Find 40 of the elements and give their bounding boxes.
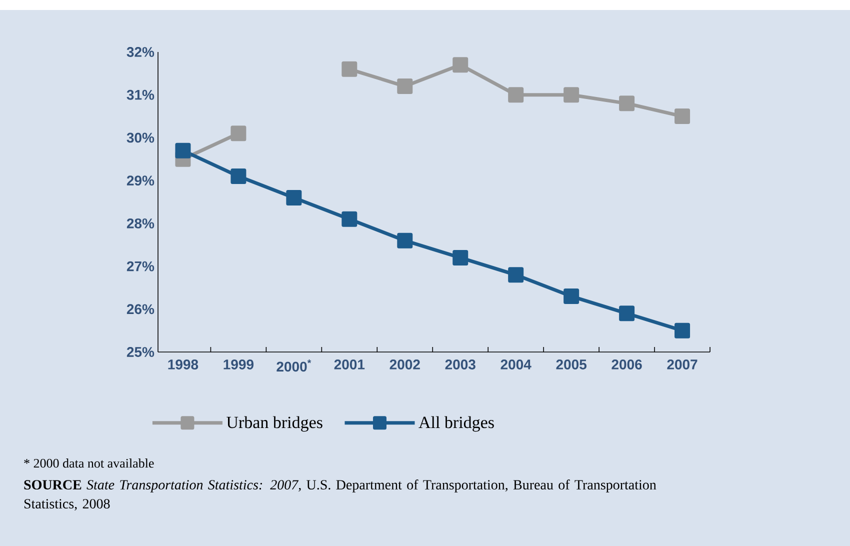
y-tick-label: 26%	[126, 304, 154, 314]
x-tick-label: 2006	[612, 360, 642, 370]
point	[286, 190, 302, 206]
point	[175, 142, 191, 158]
x-tick-label: 2001	[334, 360, 365, 370]
point	[564, 288, 580, 304]
y-tick-label: 32%	[126, 47, 154, 57]
point	[230, 126, 246, 142]
point	[452, 57, 468, 73]
point	[342, 211, 358, 227]
x-tick-label: 1999	[224, 360, 254, 370]
point	[508, 267, 524, 283]
text: SOURCE State Transportation Statistics: 2007, U.S. Department of Transportation, Bureau of Transportation Statistics, 2008	[24, 480, 656, 511]
y-tick-label: 29%	[126, 176, 154, 186]
y-tick-label: 28%	[126, 218, 154, 228]
x-tick-label: 2000$^{*}$	[276, 360, 312, 372]
x-tick-label: 2003	[445, 360, 476, 370]
x-tick-label: 2007	[667, 360, 698, 370]
x-tick-label: 2004	[500, 360, 532, 370]
point	[508, 87, 524, 103]
point	[230, 168, 246, 184]
point	[619, 96, 635, 112]
point	[674, 108, 690, 124]
y-tick-label: 27%	[126, 261, 154, 272]
text: * 2000 data not available	[24, 458, 154, 468]
point	[674, 322, 690, 338]
point	[342, 61, 358, 77]
point	[564, 87, 580, 103]
x-tick-label: 2002	[390, 360, 420, 370]
point	[397, 78, 413, 94]
legend-label: Urban bridges	[226, 416, 322, 432]
y-tick-label: 30%	[126, 132, 154, 143]
point	[397, 232, 413, 248]
x-tick-label: 2005	[556, 360, 586, 370]
point	[452, 250, 468, 266]
y-tick-label: 31%	[126, 90, 154, 100]
x-tick-label: 1998	[168, 360, 198, 370]
y-tick-label: 25%	[126, 347, 154, 357]
point	[619, 306, 635, 322]
legend-label: All bridges	[418, 416, 494, 432]
